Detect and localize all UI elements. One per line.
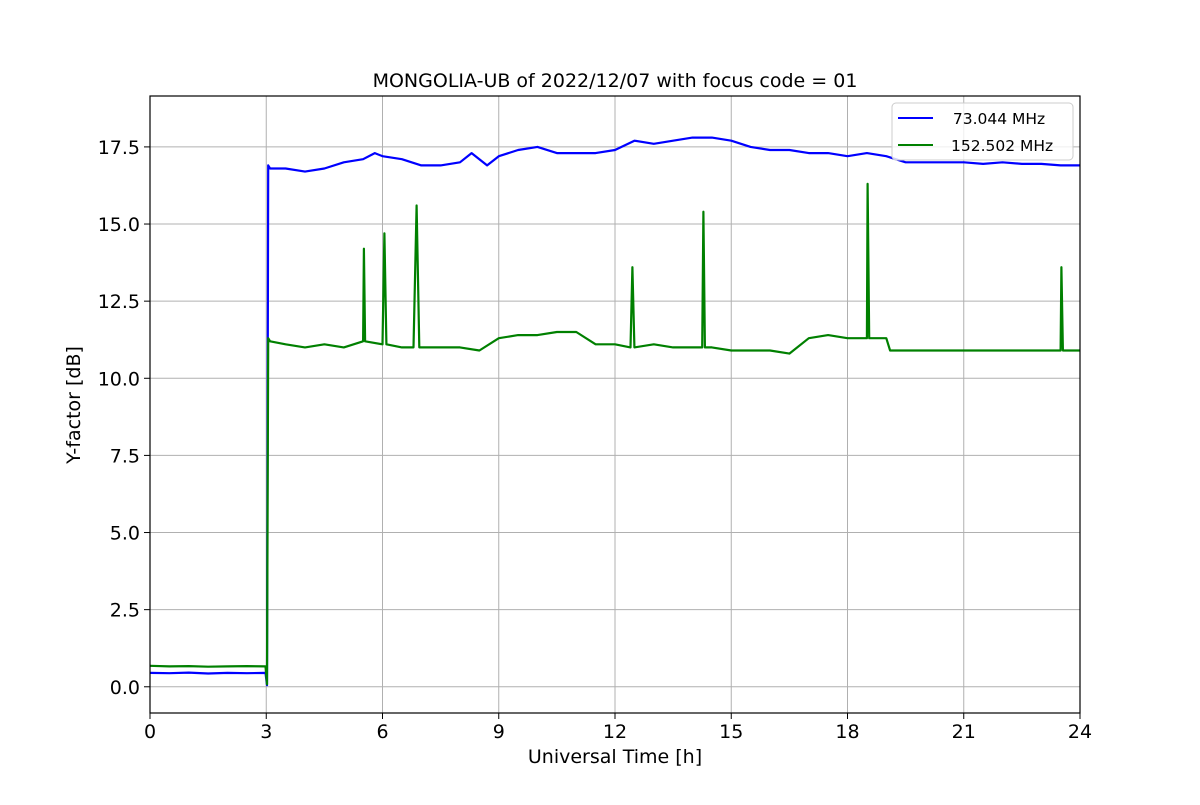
x-tick-label: 15 — [719, 721, 743, 743]
x-tick-label: 21 — [952, 721, 976, 743]
series-line-152mhz — [149, 182, 1080, 686]
x-tick-label: 24 — [1068, 721, 1092, 743]
x-axis-label: Universal Time [h] — [528, 746, 702, 768]
series-line-73mhz — [149, 136, 1080, 687]
y-tick-label: 5.0 — [110, 523, 140, 545]
x-tick-label: 18 — [835, 721, 859, 743]
chart-title: MONGOLIA-UB of 2022/12/07 with focus cod… — [373, 70, 858, 92]
y-tick-label: 10.0 — [98, 368, 140, 390]
series-lines — [149, 136, 1080, 687]
x-tick-label: 0 — [144, 721, 156, 743]
legend-box — [891, 102, 1074, 161]
x-tick-label: 3 — [260, 721, 272, 743]
plot-frame — [149, 95, 1081, 714]
y-tick-label: 0.0 — [110, 677, 140, 699]
y-tick-label: 12.5 — [98, 291, 140, 313]
y-tick-label: 2.5 — [110, 600, 140, 622]
y-axis-ticks: 0.0 2.5 5.0 7.5 10.0 12.5 15.0 17.5 — [98, 137, 150, 699]
y-tick-label: 15.0 — [98, 214, 140, 236]
y-axis-label: Y-factor [dB] — [63, 346, 85, 465]
x-tick-label: 12 — [603, 721, 627, 743]
legend: 73.044 MHz 152.502 MHz — [891, 102, 1074, 161]
x-axis-ticks: 0 3 6 9 12 15 18 21 24 — [144, 713, 1092, 743]
y-tick-label: 17.5 — [98, 137, 140, 159]
grid-lines — [149, 96, 1081, 713]
y-tick-label: 7.5 — [110, 445, 140, 467]
x-tick-label: 6 — [376, 721, 388, 743]
x-tick-label: 9 — [493, 721, 505, 743]
legend-label-73mhz: 73.044 MHz — [943, 110, 1045, 128]
legend-label-152mhz: 152.502 MHz — [951, 137, 1053, 155]
